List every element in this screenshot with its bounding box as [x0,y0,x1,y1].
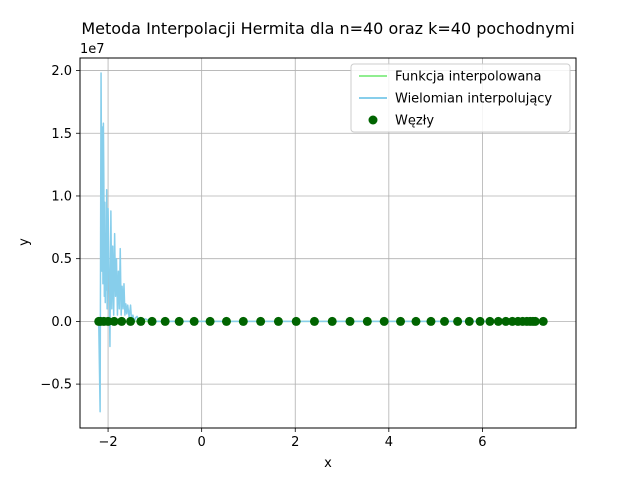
node-point [221,316,231,326]
legend-entry-label: Wielomian interpolujący [395,92,552,107]
y-tick-label: 2.0 [51,64,72,79]
y-tick-label: 0.5 [51,252,72,267]
node-point [538,316,548,326]
legend-entry-label: Węzły [395,114,434,129]
node-point [174,316,184,326]
node-point [189,316,199,326]
node-point [464,316,474,326]
x-tick-label: 2 [291,435,299,450]
node-point [327,316,337,326]
node-point [530,316,540,326]
node-point [485,316,495,326]
node-point [440,316,450,326]
y-tick-label: 1.0 [51,189,72,204]
chart-title: Metoda Interpolacji Hermita dla n=40 ora… [81,19,574,38]
node-point [160,316,170,326]
node-point [238,316,248,326]
node-point [291,316,301,326]
x-tick-label: 6 [478,435,486,450]
y-axis-offset-label: 1e7 [80,42,105,57]
node-point [345,316,355,326]
node-point [126,316,136,326]
node-point [309,316,319,326]
x-axis-label: x [324,456,332,471]
node-point [136,316,146,326]
x-tick-label: 4 [385,435,393,450]
legend: Funkcja interpolowana Wielomian interpolu… [350,63,571,133]
x-tick-label: −2 [98,435,117,450]
axis-ticks: −2 0 2 4 6 −0.5 0.0 0.5 1.0 1.5 2.0 [40,64,486,450]
y-axis-label: y [17,238,32,246]
legend-entry-label: Funkcja interpolowana [395,70,542,85]
node-point [205,316,215,326]
node-point [379,316,389,326]
node-point [109,316,119,326]
node-point [493,316,503,326]
x-tick-label: 0 [198,435,206,450]
y-tick-label: 1.5 [51,127,72,142]
nodes-layer [94,316,548,326]
legend-marker-swatch [368,115,378,125]
node-point [475,316,485,326]
node-point [273,316,283,326]
node-point [117,316,127,326]
node-point [501,316,511,326]
node-point [396,316,406,326]
node-point [453,316,463,326]
y-tick-label: −0.5 [40,378,72,393]
node-point [426,316,436,326]
node-point [362,316,372,326]
plot-frame [79,57,577,429]
node-point [411,316,421,326]
node-point [147,316,157,326]
y-tick-label: 0.0 [51,315,72,330]
legend-frame [350,63,571,133]
node-point [256,316,266,326]
